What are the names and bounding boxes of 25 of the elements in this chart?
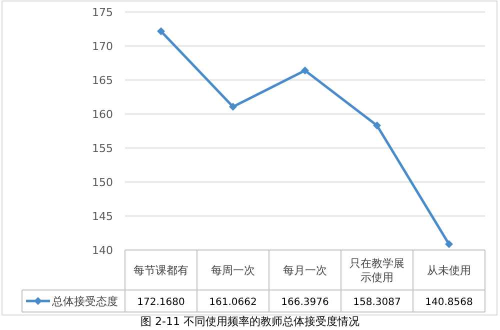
data-label: 172.1680	[137, 297, 185, 308]
point	[157, 27, 165, 36]
y-tick-label: 170	[92, 40, 113, 53]
x-tick-label: 从未使用	[427, 264, 471, 277]
y-tick-label: 165	[92, 74, 113, 87]
x-tick-label: 每周一次	[211, 264, 255, 277]
data-label: 158.3087	[353, 297, 401, 308]
x-tick-label: 每节课都有	[134, 264, 188, 277]
caption: 图 2-11 不同使用频率的教师总体接受度情况	[140, 315, 360, 328]
y-tick-label: 145	[92, 210, 113, 223]
data-label: 161.0662	[209, 297, 257, 308]
y-tick-label: 140	[92, 244, 113, 257]
x-tick-label: 每月一次	[283, 264, 327, 277]
legend-label: 总体接受态度	[51, 295, 118, 308]
y-tick-label: 175	[92, 6, 113, 19]
point	[373, 122, 381, 130]
y-tick-label: 160	[92, 108, 113, 121]
x-tick-label: 只在教学展示使用	[350, 257, 404, 284]
data-label: 140.8568	[425, 297, 473, 308]
y-tick-label: 155	[92, 142, 113, 155]
point	[229, 102, 237, 111]
point	[301, 66, 309, 74]
data-label: 166.3976	[281, 297, 329, 308]
y-tick-label: 150	[92, 176, 113, 189]
point	[445, 240, 453, 248]
